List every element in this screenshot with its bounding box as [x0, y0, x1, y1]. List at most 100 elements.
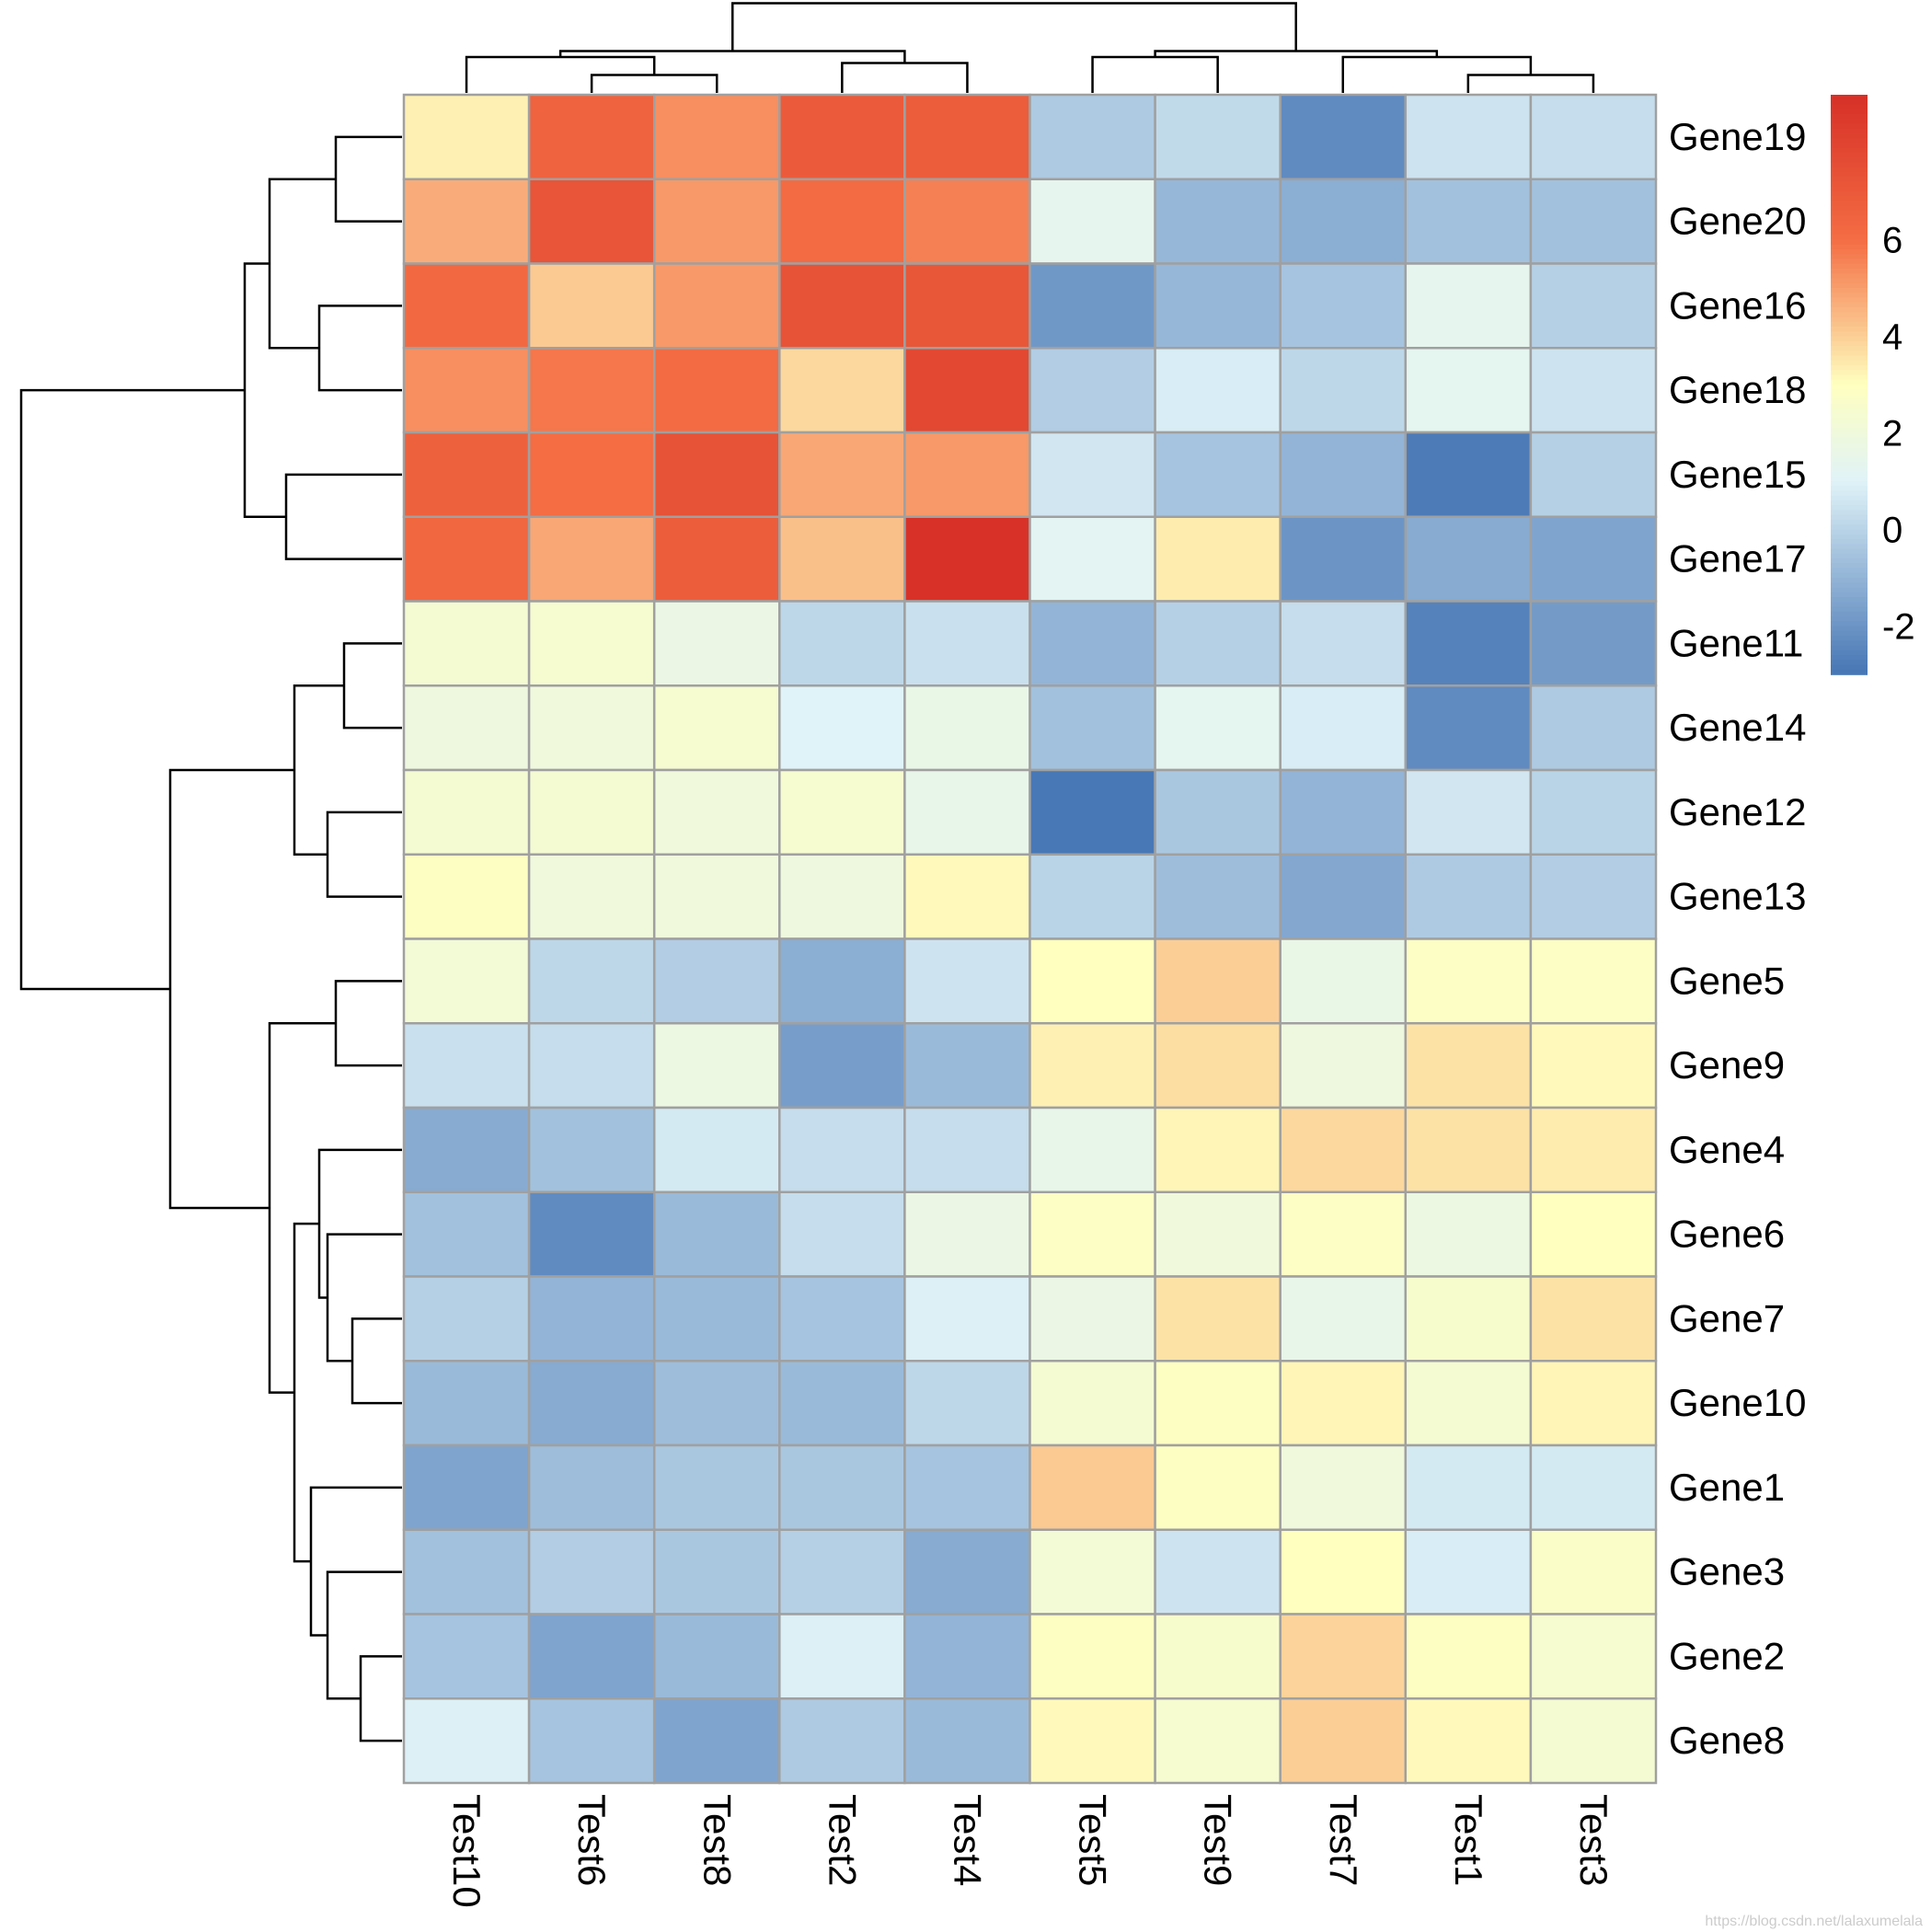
legend-color-step: [1831, 239, 1868, 246]
heatmap-cell: [778, 1190, 906, 1278]
legend-color-step: [1831, 147, 1868, 154]
legend-color-step: [1831, 321, 1868, 328]
legend-color-step: [1831, 379, 1868, 385]
heatmap-cell: [527, 937, 656, 1025]
heatmap-cell: [1529, 1360, 1658, 1447]
legend-color-step: [1831, 263, 1868, 270]
dendrogram-branch: [326, 1570, 402, 1700]
legend-color-step: [1831, 162, 1868, 168]
heatmap-cell: [778, 347, 906, 434]
dendrogram-branch: [342, 642, 402, 730]
heatmap-cell: [1404, 1360, 1533, 1447]
legend-color-step: [1831, 650, 1868, 656]
legend-color-step: [1831, 282, 1868, 289]
heatmap-cell: [1279, 1190, 1408, 1278]
legend-color-step: [1831, 186, 1868, 192]
legend-color-step: [1831, 611, 1868, 617]
heatmap-cell: [1529, 347, 1658, 434]
legend-color-step: [1831, 432, 1868, 439]
row-label: Gene1: [1669, 1466, 1785, 1509]
heatmap-cell: [1279, 937, 1408, 1025]
heatmap-cell: [903, 1528, 1031, 1616]
legend-color-step: [1831, 360, 1868, 366]
heatmap-cell: [527, 853, 656, 940]
legend-color-step: [1831, 558, 1868, 565]
dendrogram-branch: [317, 305, 402, 392]
heatmap-cell: [652, 431, 781, 518]
legend-color-step: [1831, 456, 1868, 463]
heatmap-cell: [1529, 1275, 1658, 1363]
heatmap-cell: [527, 1613, 656, 1700]
heatmap-cell: [1279, 1022, 1408, 1110]
heatmap-cell: [1404, 1106, 1533, 1193]
heatmap-cell: [1029, 1443, 1156, 1531]
heatmap-cell: [652, 178, 781, 265]
color-legend: -2 0 2 4 6: [1831, 95, 1915, 675]
legend-color-step: [1831, 143, 1868, 149]
heatmap-cell: [903, 515, 1031, 603]
heatmap-cell: [652, 1275, 781, 1363]
heatmap-cell: [652, 1443, 781, 1531]
row-label: Gene16: [1669, 283, 1806, 327]
legend-color-step: [1831, 514, 1868, 521]
heatmap-cell: [778, 431, 906, 518]
legend-color-step: [1831, 316, 1868, 323]
heatmap-cell: [1029, 1613, 1156, 1700]
heatmap-cell: [527, 1022, 656, 1110]
legend-color-step: [1831, 413, 1868, 420]
dendrogram-branch: [293, 684, 344, 856]
dendrogram-branch: [268, 1022, 336, 1394]
heatmap-cell: [778, 515, 906, 603]
heatmap-cell: [778, 178, 906, 265]
heatmap-cell: [527, 262, 656, 350]
legend-tick-label: 0: [1882, 511, 1902, 551]
row-label: Gene5: [1669, 959, 1785, 1002]
heatmap-cell: [402, 600, 531, 687]
heatmap-cell: [1029, 1697, 1156, 1785]
dendrogram-branch: [317, 1148, 402, 1299]
heatmap-cell: [1154, 1443, 1282, 1531]
heatmap-cell: [1279, 431, 1408, 518]
heatmap-cell: [1154, 937, 1282, 1025]
heatmap-cell: [1154, 93, 1282, 180]
heatmap-cell: [652, 1697, 781, 1785]
dendrogram-branch: [334, 980, 402, 1067]
legend-tick-label: 2: [1882, 414, 1902, 454]
legend-color-step: [1831, 398, 1868, 405]
row-label: Gene6: [1669, 1213, 1785, 1256]
legend-color-step: [1831, 452, 1868, 458]
heatmap-cell: [527, 178, 656, 265]
heatmap-cell: [1279, 684, 1408, 772]
heatmap-cell: [778, 937, 906, 1025]
legend-color-step: [1831, 205, 1868, 212]
heatmap-cell: [527, 431, 656, 518]
heatmap-cell: [1404, 684, 1533, 772]
row-label: Gene11: [1669, 621, 1803, 664]
heatmap-cell: [1154, 768, 1282, 856]
legend-color-step: [1831, 244, 1868, 250]
heatmap-cell: [527, 1190, 656, 1278]
legend-color-step: [1831, 128, 1868, 134]
heatmap-cell: [1529, 937, 1658, 1025]
legend-color-step: [1831, 636, 1868, 642]
heatmap-cell: [1529, 853, 1658, 940]
legend-color-step: [1831, 529, 1868, 535]
heatmap-cell: [1279, 853, 1408, 940]
heatmap-cell: [1029, 178, 1156, 265]
heatmap-cell: [1029, 1360, 1156, 1447]
legend-color-step: [1831, 481, 1868, 488]
heatmap-cell: [1529, 262, 1658, 350]
row-label: Gene18: [1669, 368, 1806, 411]
legend-color-step: [1831, 539, 1868, 546]
heatmap-cell: [1154, 1528, 1282, 1616]
legend-color-step: [1831, 385, 1868, 391]
heatmap-cell: [903, 1360, 1031, 1447]
heatmap-cell: [1529, 600, 1658, 687]
legend-color-step: [1831, 249, 1868, 256]
legend-color-step: [1831, 331, 1868, 338]
row-label: Gene9: [1669, 1043, 1785, 1087]
heatmap-cell: [652, 1106, 781, 1193]
legend-color-step: [1831, 660, 1868, 666]
legend-color-step: [1831, 655, 1868, 661]
heatmap-cell: [1404, 431, 1533, 518]
